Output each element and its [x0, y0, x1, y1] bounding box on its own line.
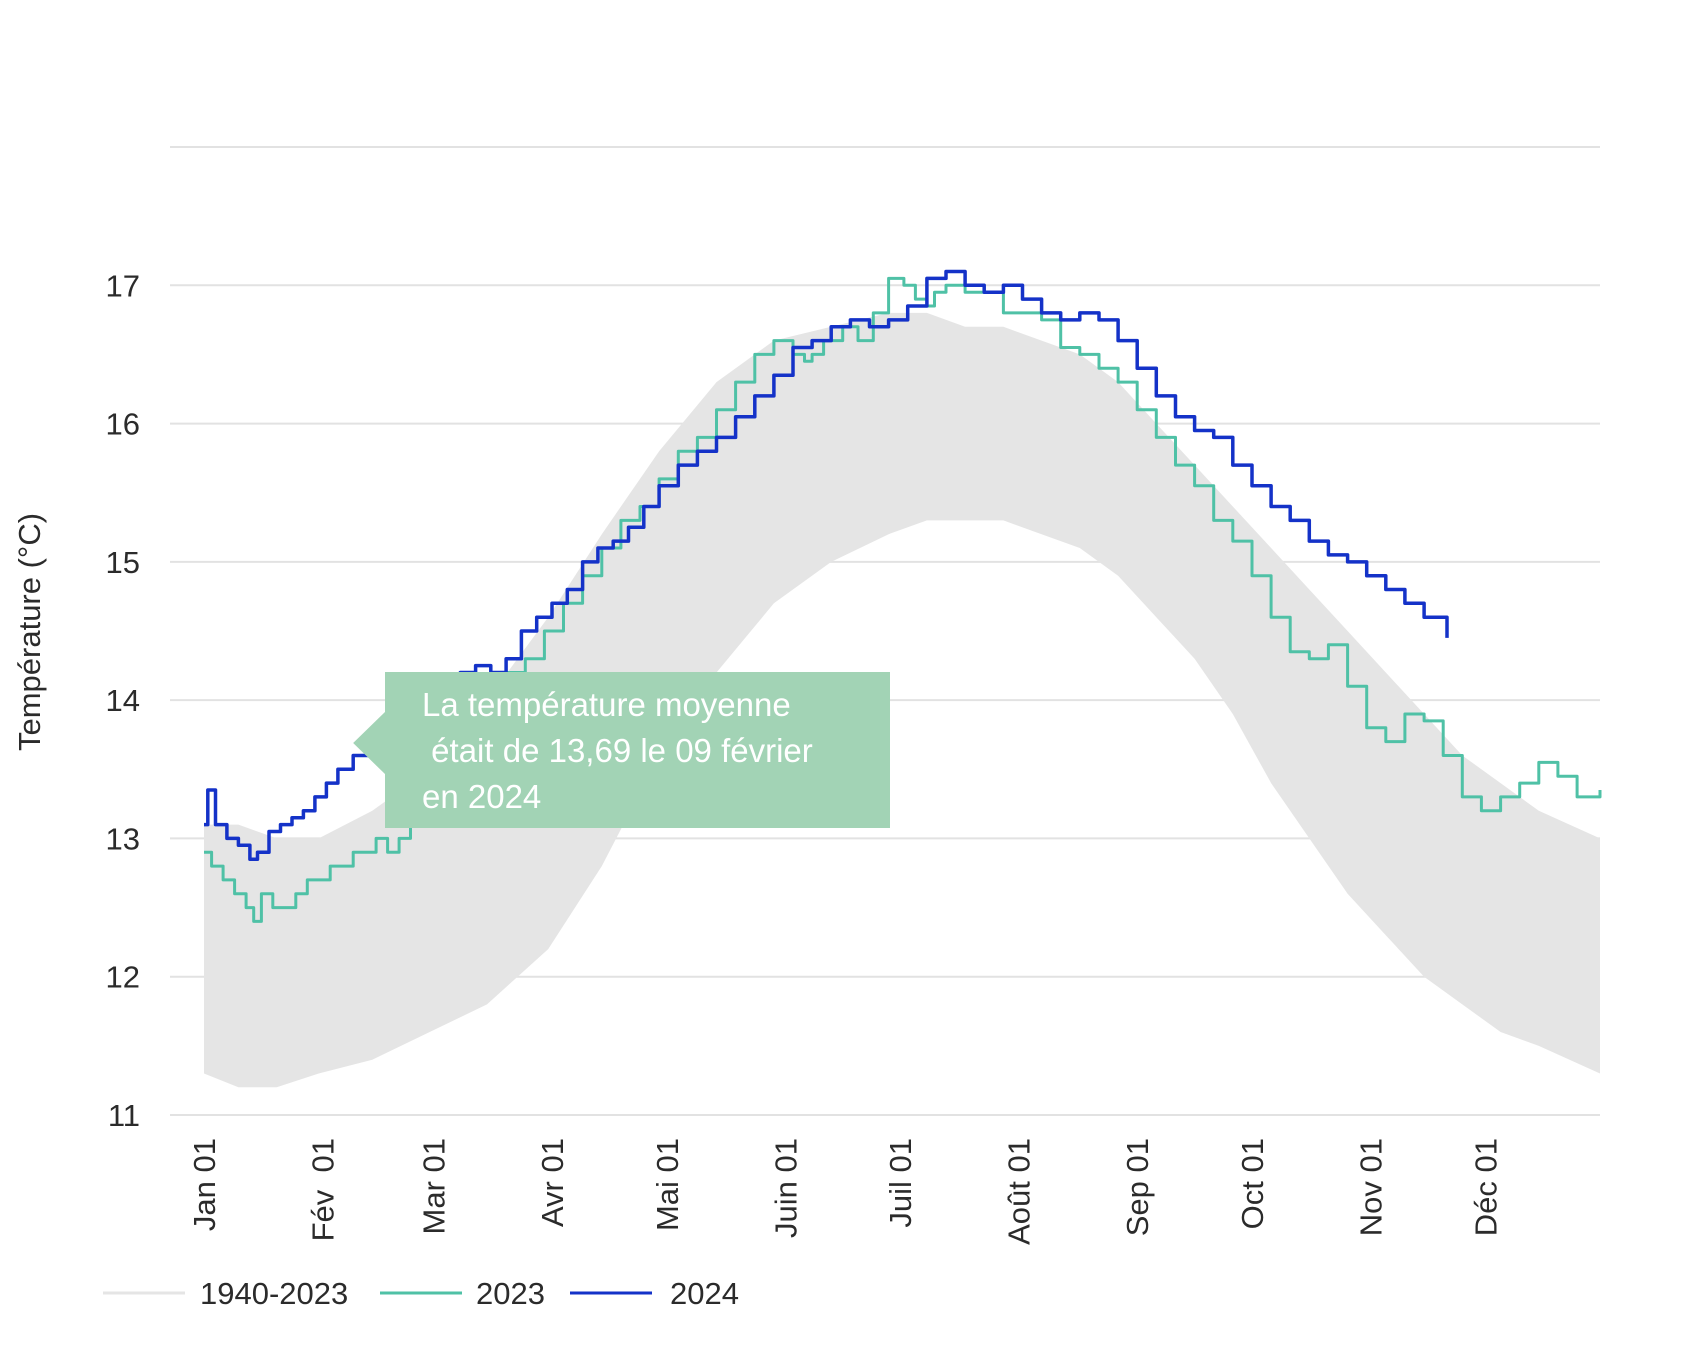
y-axis-title: Température (°C) — [12, 513, 47, 751]
legend-label-2024: 2024 — [670, 1276, 739, 1311]
legend-label-band: 1940-2023 — [200, 1276, 348, 1311]
x-tick-label: Juil 01 — [883, 1138, 918, 1228]
y-tick-label: 13 — [106, 821, 140, 856]
historical-band — [204, 312, 1600, 1088]
y-axis-ticks: 11 12 13 14 15 16 17 — [106, 268, 140, 1133]
x-tick-label: Juin 01 — [768, 1138, 803, 1238]
x-tick-label: Oct 01 — [1235, 1138, 1270, 1229]
x-tick-label: Déc 01 — [1468, 1138, 1503, 1236]
x-tick-label: Sep 01 — [1120, 1138, 1155, 1236]
callout-box — [385, 672, 890, 828]
legend: 1940-2023 2023 2024 — [103, 1276, 739, 1311]
x-tick-label: Mar 01 — [416, 1138, 451, 1234]
callout-text-line-2: était de 13,69 le 09 février — [422, 732, 813, 769]
x-tick-label: Fév 01 — [306, 1138, 341, 1241]
y-tick-label: 15 — [106, 545, 140, 580]
legend-label-2023: 2023 — [476, 1276, 545, 1311]
series-lines — [204, 269, 1602, 923]
y-tick-label: 17 — [106, 268, 140, 303]
x-tick-label: Jan 01 — [187, 1138, 222, 1231]
series-2023-line — [204, 276, 1602, 923]
x-tick-label: Avr 01 — [535, 1138, 570, 1227]
y-tick-label: 14 — [106, 683, 140, 718]
series-2024-line — [204, 269, 1449, 861]
x-axis-ticks: Jan 01 Fév 01 Mar 01 Avr 01 Mai 01 Juin 01 Jui… — [187, 1138, 1503, 1245]
band-1940-2023-area — [204, 312, 1600, 1088]
y-tick-label: 16 — [106, 407, 140, 442]
callout-pointer — [353, 711, 386, 776]
y-tick-label: 11 — [108, 1098, 140, 1133]
y-tick-label: 12 — [106, 960, 140, 995]
x-tick-label: Août 01 — [1002, 1138, 1037, 1245]
x-tick-label: Nov 01 — [1354, 1138, 1389, 1236]
annotation-callout: La température moyenne était de 13,69 le… — [353, 672, 890, 828]
callout-text-line-1: La température moyenne — [422, 686, 791, 723]
x-tick-label: Mai 01 — [650, 1138, 685, 1231]
callout-text-line-3: en 2024 — [422, 778, 541, 815]
